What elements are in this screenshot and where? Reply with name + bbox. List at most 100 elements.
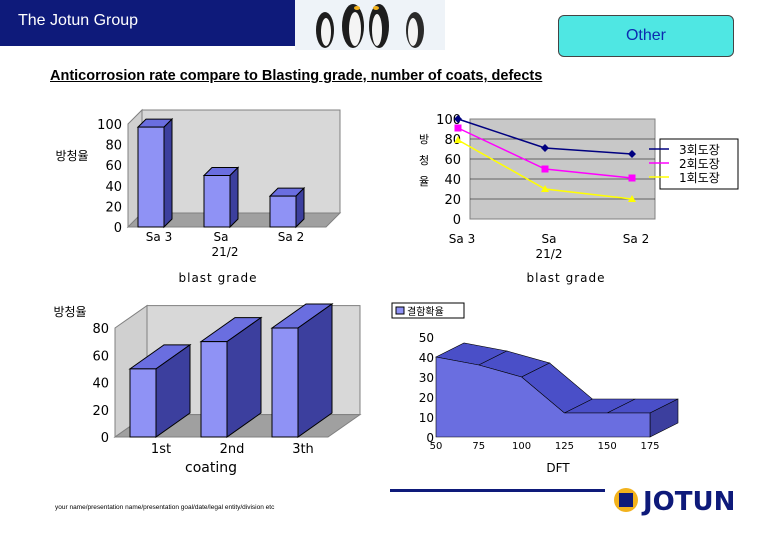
chart1-bar-side xyxy=(163,117,173,229)
chart3-bar-top xyxy=(270,303,334,329)
chart2-series-line xyxy=(457,139,633,200)
chart2-point xyxy=(454,136,462,143)
company-title: The Jotun Group xyxy=(18,12,139,29)
chart1-bar-side xyxy=(295,186,305,229)
chart1-bar xyxy=(203,175,231,228)
chart4-ytick: 10 xyxy=(419,411,434,425)
chart3-ytick: 20 xyxy=(92,404,109,419)
chart3-bar-top xyxy=(199,317,263,343)
chart3-bar xyxy=(271,327,299,438)
chart1-side-wall xyxy=(127,108,143,229)
chart2-xtick-label: Sa 2 xyxy=(623,232,649,246)
chart2-legend-box xyxy=(659,138,739,190)
chart4-area-top xyxy=(607,398,679,414)
chart1-xtick-label: Sa xyxy=(214,230,229,244)
chart1-bar xyxy=(269,195,297,228)
chart3-bar-side xyxy=(155,343,191,438)
chart1-xlabel: blast grade xyxy=(179,271,258,285)
footer-text: your name/presentation name/presentation… xyxy=(55,504,275,511)
chart2-series-line xyxy=(457,127,633,179)
chart4-ytick: 40 xyxy=(419,351,434,365)
chart2-point xyxy=(628,150,636,158)
chart2-ylabel-1: 방 xyxy=(419,133,429,146)
chart2-ytick: 60 xyxy=(444,153,461,168)
chart3-xlabel: coating xyxy=(185,460,237,476)
chart2-point xyxy=(541,144,549,152)
chart4-xtick-label: 125 xyxy=(555,441,574,452)
chart3-side-wall xyxy=(114,304,148,438)
chart2-xtick-label: Sa 3 xyxy=(449,232,475,246)
chart4-ytick: 20 xyxy=(419,391,434,405)
chart2-point xyxy=(541,165,549,173)
chart4-xlabel: DFT xyxy=(546,461,570,475)
chart2-ytick: 40 xyxy=(444,173,461,188)
chart1-back-wall xyxy=(141,109,341,214)
chart2-legend-label: 3회도장 xyxy=(679,143,720,157)
chart3-floor xyxy=(113,414,362,438)
chart4-legend-box xyxy=(391,302,465,319)
chart4-xtick-label: 175 xyxy=(640,441,659,452)
chart4-legend-swatch xyxy=(395,306,405,315)
chart2-ytick: 20 xyxy=(444,193,461,208)
chart2-legend-label: 1회도장 xyxy=(679,171,720,185)
chart3-ylabel: 방청율 xyxy=(53,305,86,319)
chart3-xtick-label: 2nd xyxy=(220,442,245,457)
chart2-ylabel-2: 청 xyxy=(419,154,429,167)
chart2-point xyxy=(628,174,636,182)
chart3-back-wall xyxy=(146,305,361,416)
chart1-ytick: 40 xyxy=(105,180,122,195)
chart2-series-line xyxy=(457,118,633,155)
chart1-xtick-label: Sa 2 xyxy=(278,230,304,244)
chart4-ytick: 30 xyxy=(419,371,434,385)
chart2-point xyxy=(628,195,636,202)
chart4-xtick-label: 75 xyxy=(472,441,485,452)
chart3-ytick: 40 xyxy=(92,377,109,392)
chart2-point xyxy=(454,115,462,123)
jotun-logo: JOTUN xyxy=(614,487,735,517)
chart3-bar-side xyxy=(297,303,333,438)
chart1-bar-side xyxy=(229,166,239,229)
chart4-area-top xyxy=(521,362,593,414)
footer-divider xyxy=(390,489,605,492)
chart1-bar-top xyxy=(136,118,174,128)
penguin-photo xyxy=(295,0,445,50)
chart2-xtick-label: Sa xyxy=(542,232,557,246)
chart1-bar-top xyxy=(202,167,240,176)
chart4-xtick-label: 150 xyxy=(598,441,617,452)
header-bar: The Jotun Group xyxy=(0,0,295,46)
chart4-area-top xyxy=(435,342,508,366)
chart1-xtick-label-line2: 21/2 xyxy=(212,245,239,259)
chart2-xlabel: blast grade xyxy=(527,271,606,285)
chart2-ytick: 80 xyxy=(444,133,461,148)
chart3-bar xyxy=(200,341,228,438)
chart1-ytick: 20 xyxy=(105,200,122,215)
chart1-ytick: 80 xyxy=(105,139,122,154)
chart3-ytick: 80 xyxy=(92,322,109,337)
chart4-area-end xyxy=(649,398,679,438)
chart2-point xyxy=(541,185,549,192)
chart3-xtick-label: 3th xyxy=(292,442,314,457)
chart4-legend-label: 결함확율 xyxy=(407,306,444,318)
chart2-ytick: 0 xyxy=(453,213,461,228)
chart3-bar xyxy=(129,368,157,438)
chart2-ylabel-3: 율 xyxy=(419,175,429,188)
logo-text: JOTUN xyxy=(641,487,735,517)
chart2-legend-label: 2회도장 xyxy=(679,157,720,171)
chart4-xtick-label: 100 xyxy=(512,441,531,452)
chart3-bar-side xyxy=(226,316,262,438)
chart1-xtick-label: Sa 3 xyxy=(146,230,172,244)
chart4-xtick-label: 50 xyxy=(430,441,443,452)
page-heading: Anticorrosion rate compare to Blasting g… xyxy=(50,68,543,84)
chart2-plot-area xyxy=(469,118,656,220)
chart4-ytick: 0 xyxy=(426,431,434,445)
chart4-area-top xyxy=(477,350,551,378)
chart1-ylabel: 방청율 xyxy=(55,149,88,163)
chart4-area-top xyxy=(564,398,636,414)
chart1-bar-top xyxy=(268,187,306,197)
chart1-ytick: 100 xyxy=(97,118,122,133)
chart1-floor xyxy=(126,212,342,228)
chart2-xtick-label-line2: 21/2 xyxy=(536,247,563,261)
chart3-ytick: 0 xyxy=(101,431,109,446)
other-button[interactable]: Other xyxy=(558,15,734,57)
chart3-xtick-label: 1st xyxy=(151,442,171,457)
